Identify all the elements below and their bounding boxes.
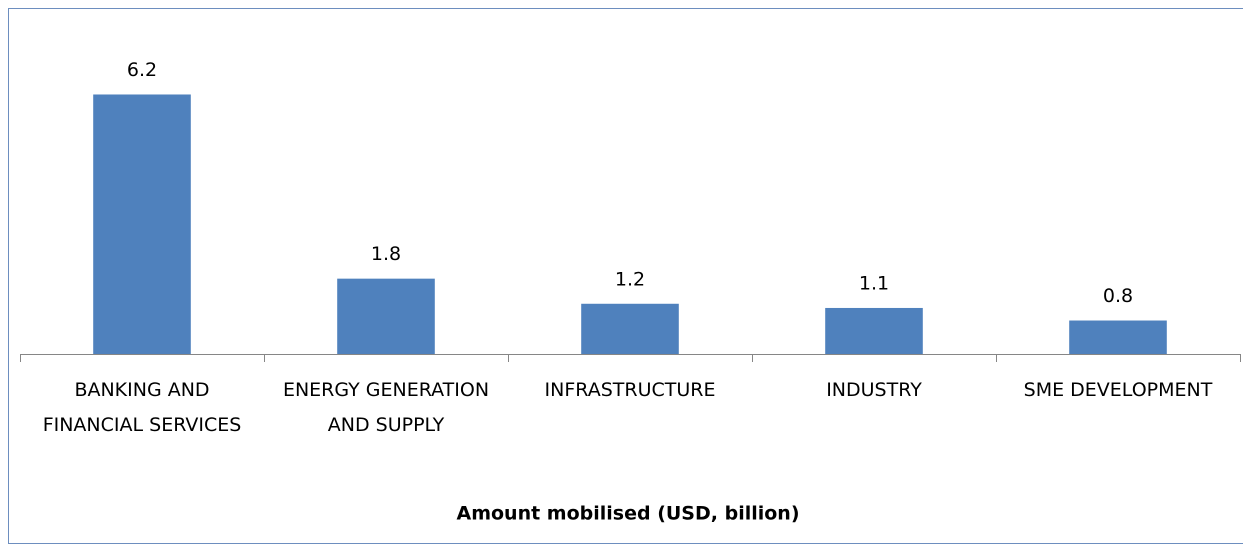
bar (825, 307, 923, 354)
data-label: 0.8 (1103, 285, 1133, 307)
chart-frame (8, 8, 1243, 544)
bar (93, 94, 191, 354)
data-label: 1.1 (859, 272, 889, 294)
bar (1069, 320, 1167, 354)
x-tick-label: SME DEVELOPMENT (1024, 379, 1213, 401)
x-tick-label: ENERGY GENERATION AND SUPPLY (283, 379, 489, 436)
data-label: 1.8 (371, 243, 401, 265)
bar (337, 278, 435, 354)
x-tick-label: INFRASTRUCTURE (545, 379, 716, 401)
x-tick-label: BANKING AND FINANCIAL SERVICES (43, 379, 242, 436)
data-label: 1.2 (615, 268, 645, 290)
bar (581, 303, 679, 354)
x-axis-label: Amount mobilised (USD, billion) (456, 503, 799, 525)
x-tick-label: INDUSTRY (826, 379, 922, 401)
data-label: 6.2 (127, 59, 157, 81)
